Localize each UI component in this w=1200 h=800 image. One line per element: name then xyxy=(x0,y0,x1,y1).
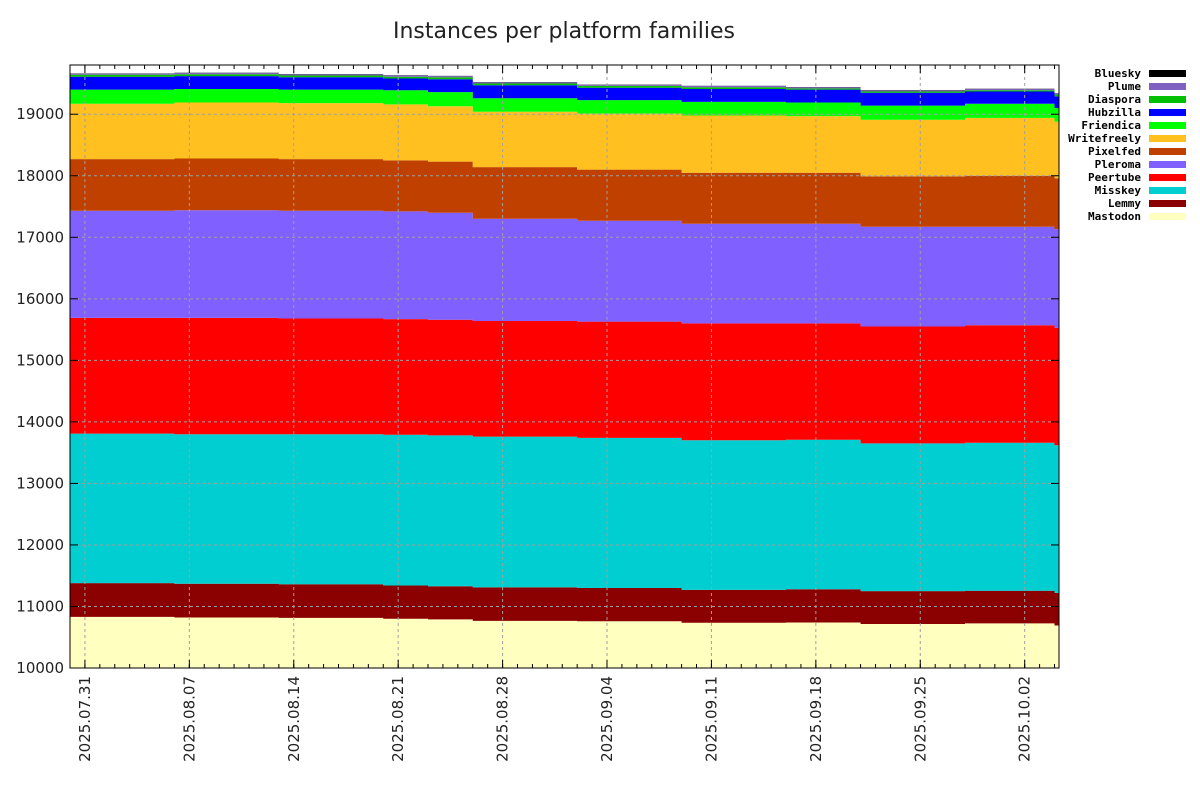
legend-swatch xyxy=(1149,96,1186,103)
area-diaspora xyxy=(70,74,1059,97)
x-tick-label: 2025.08.07 xyxy=(180,676,198,762)
legend-label: Peertube xyxy=(1088,171,1141,184)
legend-label: Writefreely xyxy=(1068,132,1141,145)
y-tick-label: 15000 xyxy=(16,351,64,369)
legend-label: Mastodon xyxy=(1088,210,1141,223)
legend-label: Friendica xyxy=(1081,119,1141,132)
legend-label: Hubzilla xyxy=(1088,106,1141,119)
y-tick-label: 18000 xyxy=(16,167,64,185)
plot-border xyxy=(69,64,1060,669)
legend-swatch xyxy=(1149,200,1186,207)
legend-label: Misskey xyxy=(1095,184,1142,197)
x-tick-label: 2025.09.04 xyxy=(598,676,616,762)
legend-swatch xyxy=(1149,213,1186,220)
area-misskey xyxy=(70,433,1059,593)
axes: 10000 11000 12000 13000 14000 15000 16000 17000… xyxy=(16,64,1060,762)
y-tick-label: 17000 xyxy=(16,228,64,246)
area-lemmy xyxy=(70,583,1059,626)
legend-label: Lemmy xyxy=(1108,197,1141,210)
legend: BlueskyPlumeDiasporaHubzillaFriendicaWri… xyxy=(1068,67,1186,223)
x-tick-label: 2025.09.11 xyxy=(702,676,720,762)
grid xyxy=(70,65,1059,668)
legend-item-pixelfed: Pixelfed xyxy=(1088,145,1186,158)
legend-label: Diaspora xyxy=(1088,93,1141,106)
area-pleroma xyxy=(70,210,1059,328)
legend-swatch xyxy=(1149,161,1186,168)
x-tick-label: 2025.09.18 xyxy=(807,676,825,762)
legend-item-mastodon: Mastodon xyxy=(1088,210,1186,223)
area-writefreely xyxy=(70,102,1059,179)
y-tick-label: 14000 xyxy=(16,413,64,431)
legend-item-diaspora: Diaspora xyxy=(1088,93,1186,106)
legend-swatch xyxy=(1149,174,1186,181)
legend-item-hubzilla: Hubzilla xyxy=(1088,106,1186,119)
x-tick-label: 2025.09.25 xyxy=(911,676,929,762)
y-tick-label: 19000 xyxy=(16,105,64,123)
legend-swatch xyxy=(1149,148,1186,155)
x-tick-label: 2025.08.28 xyxy=(494,676,512,762)
legend-swatch xyxy=(1149,122,1186,129)
legend-item-writefreely: Writefreely xyxy=(1068,132,1186,145)
x-tick-label: 2025.07.31 xyxy=(76,676,94,762)
x-tick-label: 2025.08.14 xyxy=(285,676,303,762)
legend-item-friendica: Friendica xyxy=(1081,119,1186,132)
legend-item-plume: Plume xyxy=(1108,80,1186,93)
y-tick-label: 13000 xyxy=(16,474,64,492)
legend-swatch xyxy=(1149,109,1186,116)
legend-item-lemmy: Lemmy xyxy=(1108,197,1186,210)
area-mastodon xyxy=(70,616,1059,668)
legend-item-peertube: Peertube xyxy=(1088,171,1186,184)
legend-item-misskey: Misskey xyxy=(1095,184,1186,197)
area-peertube xyxy=(70,317,1059,446)
legend-swatch xyxy=(1149,187,1186,194)
legend-label: Pixelfed xyxy=(1088,145,1141,158)
y-tick-label: 12000 xyxy=(16,536,64,554)
legend-label: Bluesky xyxy=(1095,67,1142,80)
plot-areas xyxy=(70,72,1059,668)
x-tick-label: 2025.10.02 xyxy=(1016,676,1034,762)
chart-title: Instances per platform families xyxy=(393,19,735,44)
y-tick-label: 16000 xyxy=(16,290,64,308)
area-friendica xyxy=(70,89,1059,122)
legend-swatch xyxy=(1149,135,1186,142)
x-tick-label: 2025.08.21 xyxy=(389,676,407,762)
area-hubzilla xyxy=(70,76,1059,109)
y-tick-label: 11000 xyxy=(16,597,64,615)
legend-swatch xyxy=(1149,70,1186,77)
legend-label: Pleroma xyxy=(1095,158,1141,171)
legend-label: Plume xyxy=(1108,80,1141,93)
legend-swatch xyxy=(1149,83,1186,90)
legend-item-pleroma: Pleroma xyxy=(1095,158,1186,171)
y-tick-label: 10000 xyxy=(16,659,64,677)
legend-item-bluesky: Bluesky xyxy=(1095,67,1186,80)
